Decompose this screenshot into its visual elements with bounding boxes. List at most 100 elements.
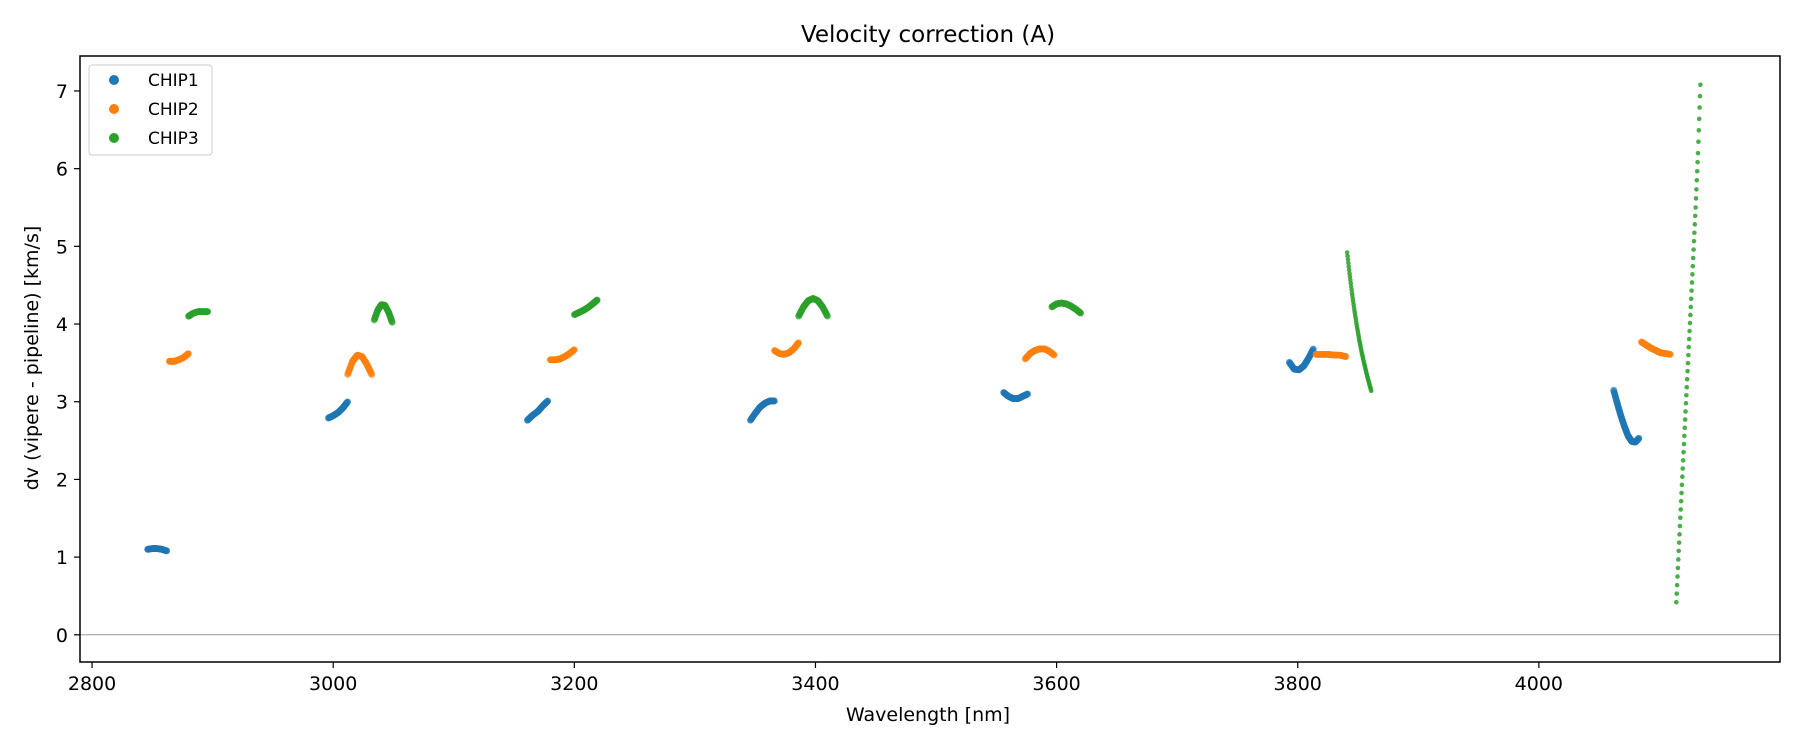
data-point	[795, 339, 802, 347]
data-point	[1693, 205, 1698, 210]
x-tick-label: 3800	[1274, 673, 1322, 695]
data-point	[570, 346, 578, 354]
data-point	[1697, 93, 1703, 99]
data-point	[1684, 384, 1690, 390]
y-tick-label: 6	[56, 159, 68, 181]
data-point	[1684, 392, 1689, 398]
y-tick-label: 1	[56, 547, 68, 569]
y-tick-label: 7	[56, 81, 68, 103]
data-point	[1690, 272, 1695, 277]
data-point	[593, 296, 601, 304]
chart-title: Velocity correction (A)	[801, 22, 1055, 48]
data-point	[1690, 263, 1696, 269]
data-point	[1686, 352, 1691, 358]
x-tick-label: 3200	[550, 673, 598, 695]
legend-label-chip2: CHIP2	[148, 100, 199, 120]
data-point	[1691, 247, 1696, 252]
x-tick-label: 3000	[309, 673, 357, 695]
data-point	[1683, 400, 1689, 406]
data-point	[1681, 449, 1686, 455]
x-axis-label: Wavelength [nm]	[846, 704, 1010, 726]
data-point	[1696, 128, 1702, 133]
data-point	[1679, 482, 1685, 488]
y-tick-label: 0	[56, 625, 68, 647]
data-point	[1692, 222, 1698, 227]
data-point	[544, 397, 552, 405]
legend-marker-chip2	[109, 104, 119, 114]
data-point	[1688, 304, 1694, 310]
data-point	[1689, 280, 1695, 285]
data-point	[1678, 498, 1684, 504]
data-point	[1346, 260, 1351, 266]
data-point	[1346, 267, 1352, 273]
y-tick-label: 3	[56, 392, 68, 414]
data-point	[1687, 328, 1692, 334]
data-point	[1693, 196, 1699, 201]
data-point	[1694, 178, 1700, 183]
data-point	[163, 547, 171, 555]
data-point	[1692, 230, 1697, 236]
data-point	[1666, 350, 1674, 358]
data-point	[368, 371, 376, 378]
legend: CHIP1 CHIP2 CHIP3	[88, 64, 213, 156]
x-tick-label: 3400	[791, 673, 839, 695]
data-point	[1685, 368, 1690, 374]
data-point	[204, 308, 212, 316]
x-tick-label: 3600	[1032, 673, 1080, 695]
series-chip2	[165, 338, 1674, 378]
data-point	[1689, 288, 1694, 293]
data-point	[1692, 213, 1698, 219]
data-point	[1696, 139, 1701, 145]
data-point	[1050, 351, 1058, 359]
data-point	[1368, 388, 1374, 394]
series-chip1	[144, 345, 1643, 555]
x-axis-ticks: 2800 3000 3200 3400 3600 3800 4000	[68, 662, 1563, 695]
legend-label-chip1: CHIP1	[148, 71, 199, 91]
data-point	[1686, 344, 1692, 350]
x-tick-label: 2800	[68, 673, 116, 695]
data-point	[1674, 599, 1679, 605]
data-point	[1344, 250, 1350, 255]
data-point	[1686, 336, 1692, 342]
y-axis-label: dv (vipere - pipeline) [km/s]	[21, 226, 43, 491]
data-point	[1676, 540, 1682, 545]
data-point	[388, 319, 396, 326]
data-point	[1677, 532, 1682, 537]
data-point	[1685, 360, 1691, 366]
data-point	[1676, 557, 1681, 562]
data-point	[1675, 565, 1681, 571]
data-point	[1688, 312, 1693, 318]
data-point	[1342, 353, 1350, 361]
data-point	[1674, 591, 1680, 596]
data-points-group	[144, 82, 1703, 605]
y-tick-label: 5	[56, 236, 68, 258]
data-point	[1676, 548, 1682, 554]
legend-marker-chip3	[109, 133, 119, 143]
data-point	[1675, 574, 1680, 579]
data-point	[1678, 515, 1683, 521]
data-point	[1698, 82, 1703, 88]
data-point	[1674, 582, 1680, 588]
y-tick-label: 2	[56, 469, 68, 491]
data-point	[1683, 409, 1688, 414]
data-point	[1681, 441, 1687, 447]
data-point	[1635, 434, 1643, 442]
series-chip3	[185, 82, 1703, 605]
data-point	[1695, 150, 1701, 156]
data-point	[1696, 116, 1702, 122]
data-point	[1346, 264, 1352, 269]
data-point	[344, 398, 352, 406]
data-point	[1077, 309, 1085, 317]
data-point	[1345, 257, 1351, 262]
data-point	[1682, 425, 1688, 431]
data-point	[1687, 320, 1693, 326]
data-point	[1680, 466, 1686, 471]
data-point	[1694, 187, 1699, 192]
y-tick-label: 4	[56, 314, 68, 336]
data-point	[1345, 253, 1350, 259]
legend-label-chip3: CHIP3	[148, 129, 199, 149]
x-tick-label: 4000	[1515, 673, 1563, 695]
plot-area	[80, 56, 1780, 662]
data-point	[1677, 523, 1683, 529]
